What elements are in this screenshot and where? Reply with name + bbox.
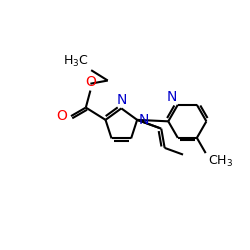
Text: H$_3$C: H$_3$C: [63, 54, 89, 69]
Text: CH$_3$: CH$_3$: [208, 154, 233, 170]
Text: O: O: [56, 109, 67, 123]
Text: O: O: [85, 75, 96, 89]
Text: N: N: [116, 93, 126, 107]
Text: N: N: [166, 90, 176, 104]
Text: N: N: [139, 113, 149, 127]
